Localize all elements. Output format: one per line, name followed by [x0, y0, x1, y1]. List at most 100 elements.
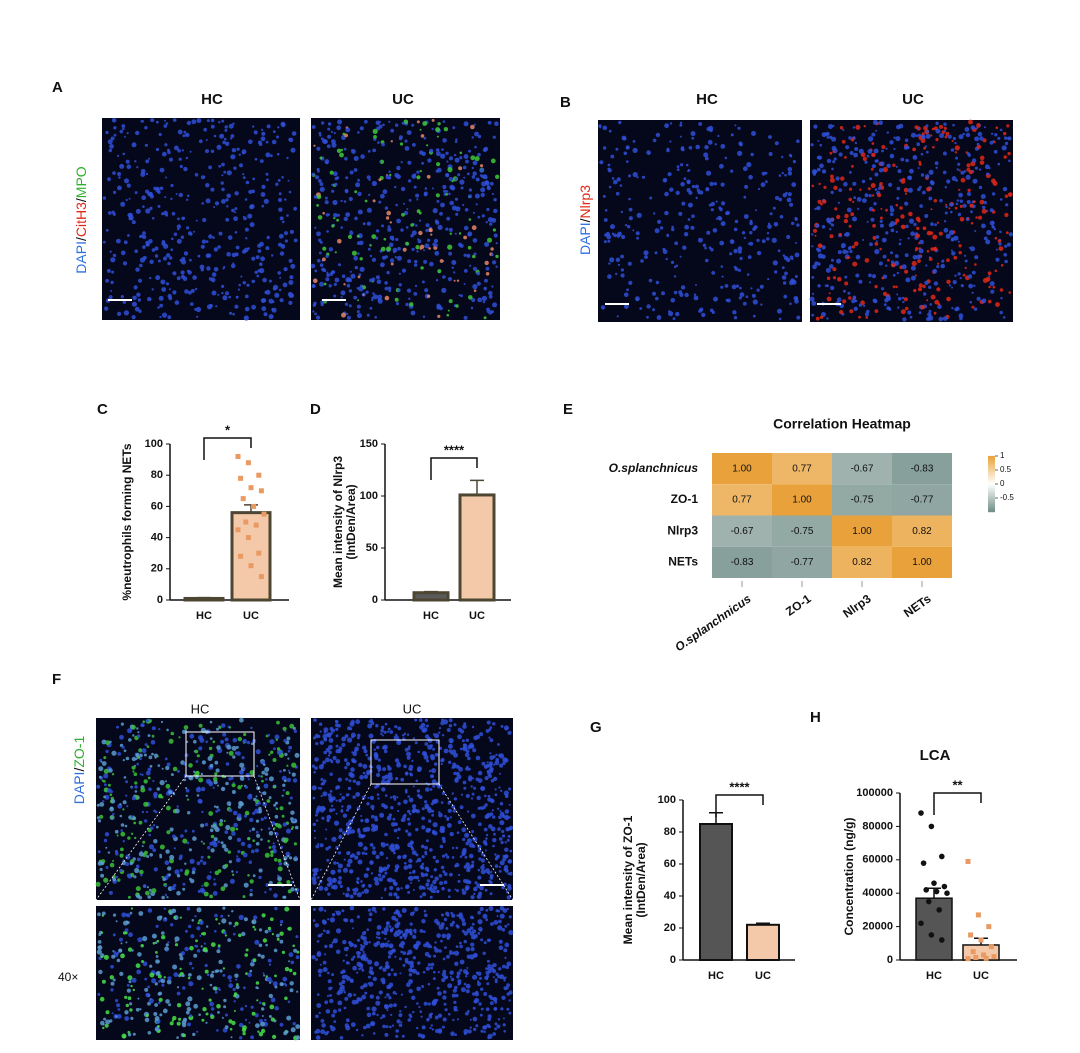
cell: [432, 879, 437, 885]
cell: [137, 734, 141, 738]
cell: [438, 746, 443, 750]
cell: [921, 135, 925, 140]
cell: [407, 795, 411, 798]
cell: [346, 831, 350, 836]
cell: [920, 152, 924, 156]
cell: [507, 834, 511, 838]
cell: [616, 177, 621, 182]
cell: [992, 139, 995, 142]
cell: [209, 894, 214, 899]
cell: [331, 973, 335, 977]
cell: [480, 187, 486, 193]
cell: [199, 264, 205, 270]
cell: [242, 852, 248, 858]
cell: [506, 961, 512, 967]
y-tick-label: 60000: [862, 854, 893, 866]
cell: [484, 241, 490, 247]
cell: [683, 232, 689, 237]
cell: [426, 174, 431, 179]
cell: [322, 246, 327, 251]
cell: [346, 315, 351, 320]
cell: [136, 727, 139, 730]
cell: [346, 946, 349, 950]
cell: [188, 981, 194, 987]
cell: [237, 813, 242, 818]
cell: [406, 751, 411, 757]
cell: [463, 982, 467, 986]
cell: [889, 140, 894, 145]
cell: [134, 790, 138, 793]
cell: [188, 961, 193, 966]
cell: [980, 194, 986, 199]
cell: [375, 120, 381, 126]
cell: [493, 198, 497, 202]
cell: [146, 855, 150, 858]
cell: [907, 175, 913, 181]
cell: [959, 204, 963, 208]
cell: [415, 809, 420, 814]
cell: [819, 163, 824, 169]
cell: [453, 1005, 458, 1010]
cell: [271, 821, 276, 826]
cell: [789, 280, 794, 286]
cell: [437, 971, 440, 974]
y-tick-label: 80: [151, 469, 163, 481]
cell: [477, 875, 482, 880]
cell: [455, 993, 459, 998]
cell: [838, 232, 842, 237]
colorbar-step: [988, 457, 995, 461]
cell: [610, 224, 615, 230]
cell: [377, 758, 381, 762]
cell: [881, 145, 886, 149]
stain-name: /: [73, 198, 89, 202]
cell: [445, 190, 449, 193]
cell: [481, 214, 485, 218]
cell: [312, 908, 316, 911]
row-label: Nlrp3: [667, 523, 698, 537]
y-tick-label: 20: [151, 563, 163, 575]
cell: [455, 862, 460, 868]
cell: [393, 851, 396, 855]
cell: [932, 145, 935, 149]
cell: [247, 213, 253, 219]
cell: [406, 817, 411, 821]
cell: [136, 857, 141, 862]
cell: [125, 862, 130, 867]
cell: [421, 862, 425, 866]
cell: [349, 942, 354, 948]
cell: [666, 147, 670, 151]
cell: [319, 156, 323, 160]
cell: [885, 295, 892, 302]
cell: [458, 232, 462, 235]
cell-label: 0.77: [792, 463, 812, 474]
cell: [507, 730, 512, 736]
cell: [124, 135, 126, 138]
cell: [811, 184, 815, 188]
colorbar-step: [988, 467, 995, 471]
cell: [785, 191, 788, 195]
cell: [940, 263, 945, 269]
cell: [472, 836, 478, 842]
cell: [208, 746, 213, 751]
cell: [220, 786, 226, 792]
cell: [380, 732, 383, 736]
cell: [255, 819, 260, 823]
cell: [879, 216, 883, 220]
cell: [890, 212, 894, 217]
cell: [768, 135, 772, 139]
cell: [424, 845, 428, 850]
cell: [871, 142, 875, 145]
cell: [376, 1013, 379, 1017]
heatmap-cell: [832, 484, 892, 516]
cell: [193, 953, 198, 958]
cell: [431, 813, 435, 817]
cell: [268, 776, 274, 782]
cell: [258, 774, 261, 778]
cell: [401, 817, 406, 823]
cell: [104, 1023, 109, 1028]
cell: [623, 292, 629, 298]
cell: [157, 960, 160, 963]
cell: [348, 304, 352, 308]
cell: [362, 293, 365, 296]
cell: [386, 864, 391, 868]
